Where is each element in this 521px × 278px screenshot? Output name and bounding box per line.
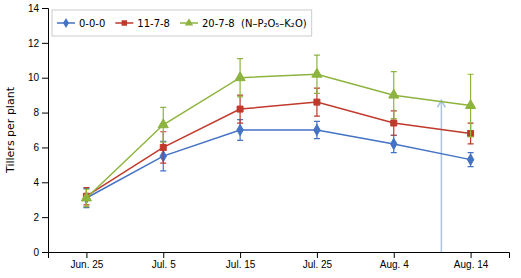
point bbox=[314, 99, 320, 105]
legend-item: 0-0-0 bbox=[57, 18, 105, 29]
legend-marker bbox=[185, 18, 193, 25]
y-tick-mark bbox=[42, 147, 48, 148]
y-tick-label: 0 bbox=[33, 247, 39, 258]
series-line bbox=[86, 130, 470, 198]
x-tick: Aug. 4 bbox=[380, 252, 409, 270]
legend-marker bbox=[63, 18, 69, 28]
y-tick: 0 bbox=[33, 247, 48, 258]
y-tick-label: 12 bbox=[28, 38, 40, 49]
y-tick-mark bbox=[42, 78, 48, 79]
x-tick: Jul. 25 bbox=[303, 252, 333, 270]
y-tick-mark bbox=[42, 182, 48, 183]
y-tick-mark bbox=[42, 8, 48, 9]
legend-label: 0-0-0 bbox=[79, 18, 105, 29]
legend-label: 11-7-8 bbox=[137, 18, 170, 29]
x-tick-mark bbox=[163, 252, 164, 258]
plot: 0 2 4 6 8 10 12 14 Jun. 25 Jul. 5 Jul. 15 Jul. 25 Au… bbox=[28, 3, 510, 270]
point bbox=[235, 72, 245, 81]
x-tick-mark bbox=[240, 252, 241, 258]
legend-box bbox=[52, 10, 312, 36]
point bbox=[465, 100, 475, 109]
y-axis: 0 2 4 6 8 10 12 14 bbox=[28, 3, 49, 258]
y-tick-mark bbox=[42, 217, 48, 218]
legend: 0-0-0 11-7-8 20-7-8 (N–P₂O₅–K₂O) bbox=[52, 10, 312, 36]
point bbox=[314, 124, 320, 135]
x-tick-label: Jun. 25 bbox=[71, 259, 104, 270]
x-tick: Jun. 25 bbox=[71, 252, 104, 270]
x-tick-label: Aug. 4 bbox=[380, 259, 409, 270]
chart: 0 2 4 6 8 10 12 14 Jun. 25 Jul. 5 Jul. 15 Jul. 25 Au… bbox=[0, 0, 521, 278]
x-tick-label: Jul. 15 bbox=[226, 259, 256, 270]
series bbox=[83, 120, 474, 208]
heading-arrow bbox=[437, 100, 445, 252]
axis-line bbox=[49, 253, 510, 259]
series-line bbox=[86, 74, 470, 198]
x-tick-label: Jul. 25 bbox=[303, 259, 333, 270]
point bbox=[391, 138, 397, 149]
y-tick-mark bbox=[42, 113, 48, 114]
legend-item: 11-7-8 bbox=[115, 18, 170, 29]
error-bar bbox=[468, 153, 474, 167]
x-tick-mark bbox=[471, 252, 472, 258]
y-tick-label: 8 bbox=[33, 107, 39, 118]
y-tick-label: 6 bbox=[33, 142, 39, 153]
x-tick-label: Aug. 14 bbox=[454, 259, 489, 270]
y-tick: 10 bbox=[28, 72, 48, 83]
y-tick-mark bbox=[42, 252, 48, 253]
point bbox=[160, 144, 166, 150]
series bbox=[81, 55, 475, 207]
y-axis-title: Tillers per plant bbox=[4, 86, 17, 174]
point bbox=[467, 154, 473, 165]
legend-marker bbox=[122, 20, 127, 25]
y-tick-label: 2 bbox=[33, 212, 39, 223]
legend-item: 20-7-8 (N–P₂O₅–K₂O) bbox=[180, 18, 307, 29]
point bbox=[237, 106, 243, 112]
x-tick-mark bbox=[86, 252, 87, 258]
x-tick: Jul. 15 bbox=[226, 252, 256, 270]
error-bar bbox=[314, 121, 320, 138]
error-bar bbox=[391, 135, 397, 152]
x-tick: Jul. 5 bbox=[152, 252, 176, 270]
point bbox=[237, 124, 243, 135]
x-axis: Jun. 25 Jul. 5 Jul. 15 Jul. 25 Aug. 4 Aug. 14 bbox=[49, 252, 510, 270]
point bbox=[81, 192, 91, 201]
y-tick: 6 bbox=[33, 142, 48, 153]
y-tick: 14 bbox=[28, 3, 48, 14]
x-tick-mark bbox=[394, 252, 395, 258]
marks bbox=[81, 55, 475, 252]
series bbox=[83, 88, 473, 205]
y-tick: 8 bbox=[33, 107, 48, 118]
y-tick: 12 bbox=[28, 38, 48, 49]
point bbox=[312, 68, 322, 77]
x-tick-mark bbox=[317, 252, 318, 258]
y-tick: 2 bbox=[33, 212, 48, 223]
x-tick: Aug. 14 bbox=[454, 252, 489, 270]
point bbox=[391, 120, 397, 126]
y-tick: 4 bbox=[33, 177, 48, 188]
error-bar bbox=[237, 95, 243, 123]
y-tick-mark bbox=[42, 43, 48, 44]
x-tick-label: Jul. 5 bbox=[152, 259, 176, 270]
legend-label: 20-7-8 (N–P₂O₅–K₂O) bbox=[202, 18, 307, 29]
y-tick-label: 4 bbox=[33, 177, 39, 188]
y-tick-label: 14 bbox=[28, 3, 40, 14]
axis-line bbox=[42, 9, 49, 253]
y-tick-label: 10 bbox=[28, 72, 40, 83]
point bbox=[389, 89, 399, 98]
series-line bbox=[86, 102, 470, 196]
point bbox=[158, 119, 168, 128]
